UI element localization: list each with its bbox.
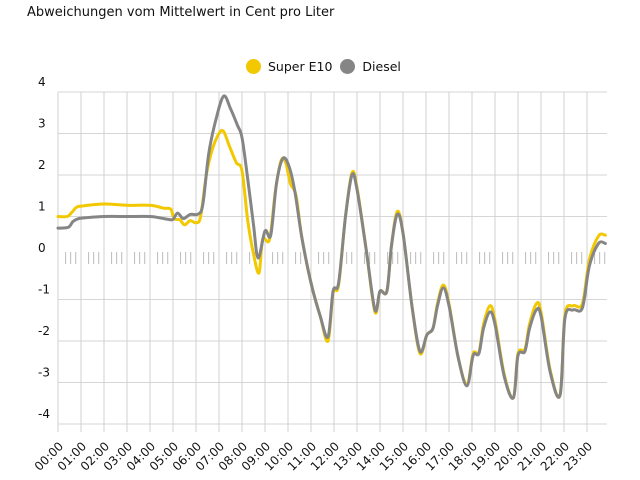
y-tick-label: 4 <box>38 75 46 89</box>
series-line-super-e10 <box>56 128 607 400</box>
y-tick-label: 2 <box>38 158 46 172</box>
chart-subtitle: Abweichungen vom Mittelwert in Cent pro … <box>27 5 335 20</box>
y-tick-label: -1 <box>38 283 50 297</box>
y-tick-label: 0 <box>38 241 46 255</box>
legend-dot-super-e10 <box>246 59 261 74</box>
legend-item-super-e10[interactable]: Super E10 <box>246 59 332 74</box>
legend-item-diesel[interactable]: Diesel <box>340 59 401 74</box>
legend-label-super-e10: Super E10 <box>268 59 333 74</box>
y-tick-label: 3 <box>38 117 46 131</box>
y-tick-label: -4 <box>38 407 50 421</box>
y-tick-label: 1 <box>38 200 46 214</box>
legend: Super E10 Diesel <box>246 59 409 74</box>
legend-label-diesel: Diesel <box>362 59 401 74</box>
y-tick-label: -3 <box>38 366 50 380</box>
y-tick-label: -2 <box>38 324 50 338</box>
series-line-diesel <box>56 94 607 400</box>
legend-dot-diesel <box>340 59 356 74</box>
